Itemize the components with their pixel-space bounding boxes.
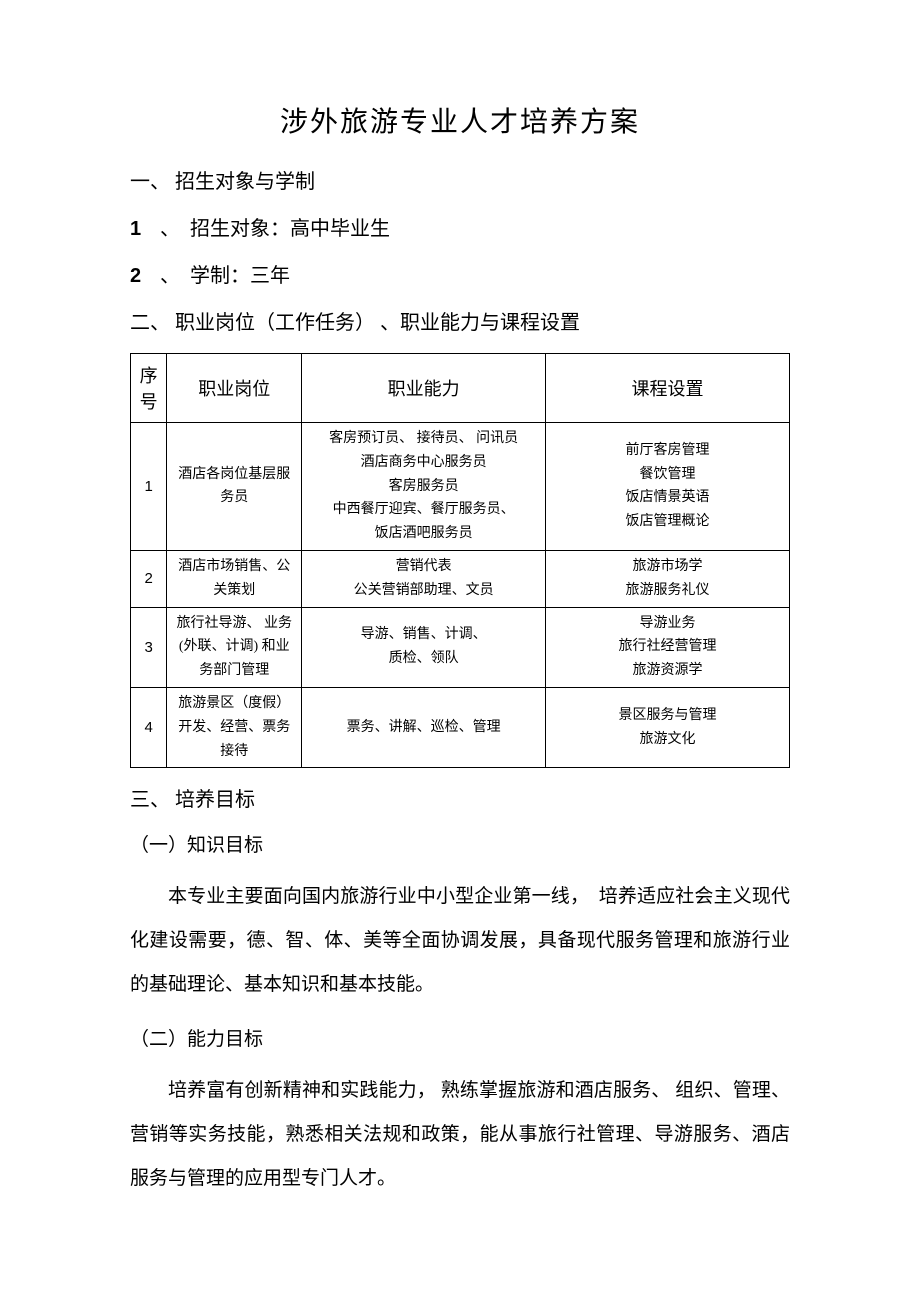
- item-dot: 、: [160, 212, 190, 241]
- cell-position: 酒店各岗位基层服务员: [167, 423, 302, 551]
- course-line: 景区服务与管理: [619, 708, 717, 723]
- course-line: 饭店管理概论: [626, 514, 710, 529]
- cell-position: 旅游景区（度假）开发、经营、票务接待: [167, 687, 302, 767]
- cell-course: 景区服务与管理 旅游文化: [546, 687, 790, 767]
- cell-seq: 1: [131, 423, 167, 551]
- course-line: 旅游服务礼仪: [626, 583, 710, 598]
- course-line: 导游业务: [640, 616, 696, 631]
- header-ability: 职业能力: [302, 354, 546, 423]
- ability-line: 导游、销售、计调、: [361, 627, 487, 642]
- section-3-heading: 三、 培养目标: [130, 783, 790, 812]
- cell-course: 导游业务 旅行社经营管理 旅游资源学: [546, 607, 790, 687]
- section-3-sub1-text: 本专业主要面向国内旅游行业中小型企业第一线， 培养适应社会主义现代化建设需要，德…: [130, 875, 790, 1006]
- cell-ability: 营销代表 公关营销部助理、文员: [302, 550, 546, 607]
- item-number: 1: [130, 218, 160, 241]
- course-line: 旅行社经营管理: [619, 639, 717, 654]
- cell-position: 旅行社导游、 业务 (外联、计调) 和业务部门管理: [167, 607, 302, 687]
- ability-line: 饭店酒吧服务员: [375, 526, 473, 541]
- table-header-row: 序号 职业岗位 职业能力 课程设置: [131, 354, 790, 423]
- cell-seq: 3: [131, 607, 167, 687]
- course-line: 旅游文化: [640, 732, 696, 747]
- table-row: 2 酒店市场销售、公关策划 营销代表 公关营销部助理、文员 旅游市场学 旅游服务…: [131, 550, 790, 607]
- table-row: 1 酒店各岗位基层服务员 客房预订员、 接待员、 问讯员 酒店商务中心服务员 客…: [131, 423, 790, 551]
- cell-position: 酒店市场销售、公关策划: [167, 550, 302, 607]
- cell-ability: 客房预订员、 接待员、 问讯员 酒店商务中心服务员 客房服务员 中西餐厅迎宾、餐…: [302, 423, 546, 551]
- section-1-item-1: 1、招生对象：高中毕业生: [130, 212, 790, 241]
- ability-line: 公关营销部助理、文员: [354, 583, 494, 598]
- item-dot: 、: [160, 259, 190, 288]
- cell-seq: 4: [131, 687, 167, 767]
- ability-line: 客房预订员、 接待员、 问讯员: [329, 431, 518, 446]
- cell-seq: 2: [131, 550, 167, 607]
- cell-ability: 票务、讲解、巡检、管理: [302, 687, 546, 767]
- course-line: 餐饮管理: [640, 467, 696, 482]
- ability-line: 酒店商务中心服务员: [361, 455, 487, 470]
- ability-line: 中西餐厅迎宾、餐厅服务员、: [333, 502, 515, 517]
- section-3-sub2-text: 培养富有创新精神和实践能力， 熟练掌握旅游和酒店服务、 组织、管理、营销等实务技…: [130, 1069, 790, 1200]
- ability-line: 质检、领队: [389, 651, 459, 666]
- header-position: 职业岗位: [167, 354, 302, 423]
- header-seq: 序号: [131, 354, 167, 423]
- ability-line: 票务、讲解、巡检、管理: [347, 720, 501, 735]
- document-title: 涉外旅游专业人才培养方案: [130, 100, 790, 140]
- section-3-sub1-heading: （一）知识目标: [130, 830, 790, 857]
- course-line: 饭店情景英语: [626, 490, 710, 505]
- section-1-item-2: 2、学制：三年: [130, 259, 790, 288]
- ability-line: 营销代表: [396, 559, 452, 574]
- section-1-heading: 一、 招生对象与学制: [130, 165, 790, 194]
- ability-line: 客房服务员: [389, 479, 459, 494]
- item-text: 学制：三年: [190, 265, 290, 287]
- item-number: 2: [130, 265, 160, 288]
- item-text: 招生对象：高中毕业生: [190, 218, 390, 240]
- course-line: 旅游资源学: [633, 663, 703, 678]
- cell-course: 旅游市场学 旅游服务礼仪: [546, 550, 790, 607]
- course-line: 前厅客房管理: [626, 443, 710, 458]
- section-3-sub2-heading: （二）能力目标: [130, 1024, 790, 1051]
- cell-ability: 导游、销售、计调、 质检、领队: [302, 607, 546, 687]
- table-row: 4 旅游景区（度假）开发、经营、票务接待 票务、讲解、巡检、管理 景区服务与管理…: [131, 687, 790, 767]
- table-row: 3 旅行社导游、 业务 (外联、计调) 和业务部门管理 导游、销售、计调、 质检…: [131, 607, 790, 687]
- cell-course: 前厅客房管理 餐饮管理 饭店情景英语 饭店管理概论: [546, 423, 790, 551]
- header-course: 课程设置: [546, 354, 790, 423]
- course-line: 旅游市场学: [633, 559, 703, 574]
- positions-table: 序号 职业岗位 职业能力 课程设置 1 酒店各岗位基层服务员 客房预订员、 接待…: [130, 353, 790, 768]
- section-2-heading: 二、 职业岗位（工作任务） 、职业能力与课程设置: [130, 306, 790, 335]
